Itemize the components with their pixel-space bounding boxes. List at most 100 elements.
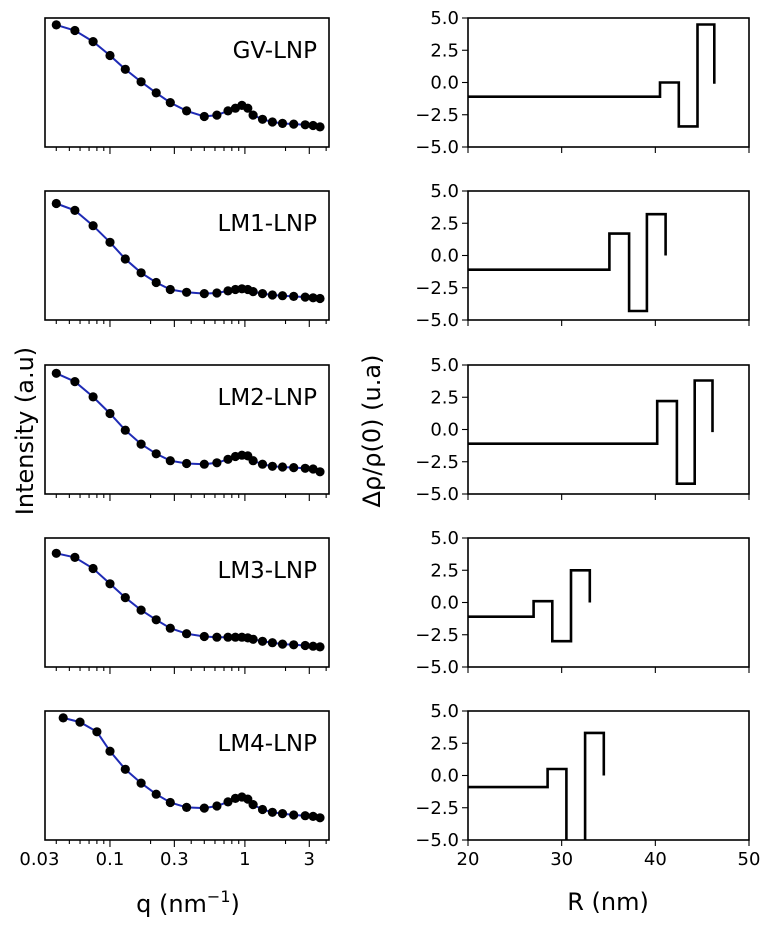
data-point [267, 461, 277, 471]
data-point [165, 284, 175, 295]
data-point [212, 288, 222, 298]
data-point [257, 804, 268, 815]
profile-panel: 5.0 2.5 0.0 −2.5 −5.0 [415, 355, 750, 505]
y-tick-label: −5.0 [415, 830, 459, 851]
x-tick-label: 1 [239, 849, 250, 870]
axis-frame [44, 17, 330, 148]
y-tick-label: −2.5 [415, 452, 459, 473]
y-tick-label: 0.0 [430, 420, 459, 441]
data-point [151, 449, 161, 459]
data-point [289, 291, 299, 301]
axis-frame [467, 17, 750, 148]
y-tick-label: 5.0 [430, 528, 459, 549]
data-point [308, 293, 318, 303]
data-point [300, 120, 310, 130]
data-point [136, 605, 146, 615]
data-point [120, 764, 130, 774]
y-tick-label: 5.0 [430, 355, 459, 376]
profile-panel: 5.0 2.5 0.0 −2.5 −5.0 [415, 181, 750, 331]
data-point [199, 803, 209, 813]
y-tick-label: 5.0 [430, 701, 459, 722]
data-point [70, 552, 80, 563]
density-profile [468, 568, 592, 643]
data-point [136, 439, 146, 449]
data-point [248, 456, 258, 466]
data-point [70, 205, 80, 215]
panel-label: LM1-LNP [218, 211, 318, 237]
saxs-panel: GV-LNP [44, 17, 330, 154]
data-point [105, 50, 115, 61]
data-point [88, 563, 98, 574]
data-point [267, 638, 277, 648]
data-point [182, 458, 192, 469]
data-point [88, 37, 98, 47]
density-profile [468, 212, 667, 313]
y-tick-label: 0.0 [430, 246, 459, 267]
data-point [165, 98, 175, 108]
data-point [88, 221, 98, 231]
density-profile [468, 379, 714, 486]
data-point [212, 458, 222, 468]
data-point [315, 293, 325, 304]
y-tick-label: 2.5 [430, 213, 459, 234]
x-tick-label: 3 [304, 849, 315, 870]
data-point [120, 593, 130, 603]
data-point [105, 237, 115, 247]
data-point [136, 77, 146, 87]
x-tick-label: 0.3 [160, 849, 189, 870]
data-point [105, 746, 115, 756]
data-point [257, 459, 268, 469]
y-tick-label: −2.5 [415, 278, 459, 299]
density-profile-panels: 5.0 2.5 0.0 −2.5 −5.0 5.0 2.5 0.0 −2.5 −5.0 5.0 2.5… [415, 8, 760, 870]
data-point [289, 810, 299, 820]
data-point [51, 368, 61, 378]
data-point [308, 641, 318, 651]
y-tick-label: 2.5 [430, 40, 459, 61]
profile-panel: 5.0 2.5 0.0 −2.5 −5.0 [415, 528, 750, 678]
x-tick-label: 30 [550, 849, 573, 870]
panel-label: LM3-LNP [218, 558, 318, 584]
data-point [165, 623, 175, 633]
data-point [212, 110, 222, 120]
data-point [277, 118, 288, 128]
data-point [289, 463, 299, 473]
y-tick-label: 5.0 [430, 8, 459, 29]
data-point [212, 801, 222, 811]
data-point [136, 268, 146, 278]
axis-frame [467, 537, 750, 668]
data-point [199, 459, 209, 469]
data-point [165, 797, 175, 808]
data-point [51, 548, 61, 558]
saxs-panel: LM3-LNP [44, 537, 330, 674]
data-point [223, 632, 233, 642]
y-tick-label: 0.0 [430, 766, 459, 787]
data-point [151, 88, 161, 98]
data-point [182, 802, 192, 813]
left-x-axis-title: q (nm−1) [136, 887, 240, 918]
data-point [120, 64, 130, 74]
data-point [277, 291, 288, 301]
x-tick-label: 20 [457, 849, 480, 870]
data-point [300, 640, 310, 651]
y-tick-label: −5.0 [415, 484, 459, 505]
data-point [223, 286, 233, 296]
y-tick-label: 2.5 [430, 387, 459, 408]
data-point [267, 117, 277, 127]
left-x-axis-title-main: q (nm [136, 890, 207, 918]
data-point [88, 392, 98, 402]
data-point [70, 25, 80, 36]
y-tick-label: −5.0 [415, 137, 459, 158]
panel-label: LM2-LNP [218, 385, 318, 411]
data-point [300, 463, 310, 473]
panel-label: GV-LNP [233, 38, 318, 64]
data-point [315, 813, 325, 823]
y-tick-label: −5.0 [415, 310, 459, 331]
data-point [70, 377, 80, 387]
data-point [151, 615, 161, 625]
data-point [248, 634, 258, 644]
data-point [199, 289, 209, 299]
x-tick-label: 40 [644, 849, 667, 870]
data-point [51, 20, 61, 30]
data-point [51, 198, 61, 209]
data-point [223, 454, 233, 464]
